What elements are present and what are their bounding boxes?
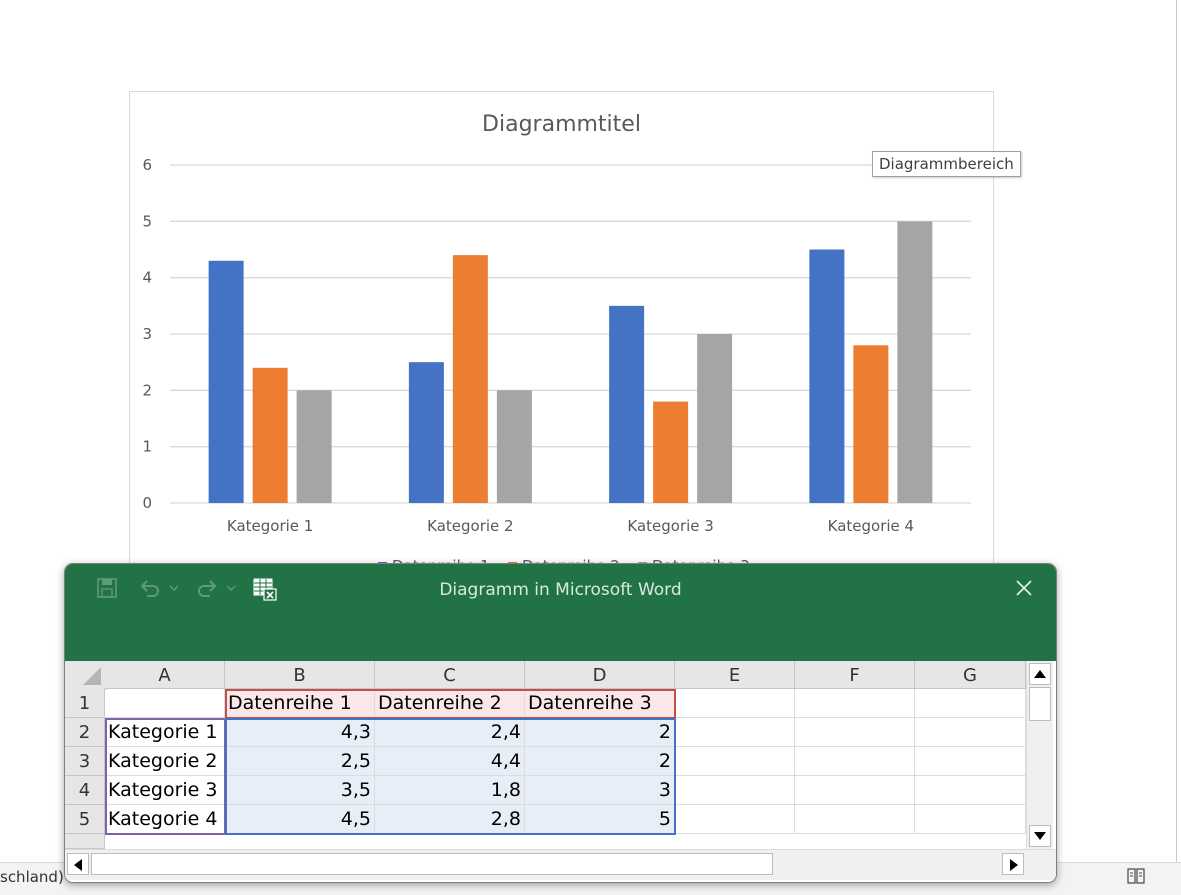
cell-b1[interactable]: Datenreihe 1 [225, 689, 375, 718]
chart-title[interactable]: Diagrammtitel [482, 112, 641, 137]
bar[interactable] [697, 334, 733, 503]
save-icon[interactable] [97, 578, 117, 598]
vertical-scroll-thumb[interactable] [1029, 687, 1051, 721]
cell-d4[interactable]: 3 [525, 776, 675, 805]
row-header-1[interactable]: 1 [65, 689, 105, 718]
select-all-corner[interactable] [65, 661, 106, 690]
cell-f2[interactable] [795, 718, 915, 747]
undo-dropdown-icon[interactable] [169, 584, 179, 592]
cell-g1[interactable] [915, 689, 1026, 718]
read-mode-icon[interactable] [1126, 866, 1146, 886]
undo-icon[interactable] [139, 578, 161, 598]
y-tick-label[interactable]: 5 [142, 212, 152, 230]
y-tick-label[interactable]: 4 [142, 269, 152, 287]
bar[interactable] [452, 255, 488, 503]
bar[interactable] [609, 305, 645, 503]
chart-area[interactable]: Diagrammtitel 0 1 2 3 4 5 6 Kategorie 1 Kategori… [129, 91, 994, 583]
bar[interactable] [252, 367, 288, 503]
cell-b4[interactable]: 3,5 [225, 776, 375, 805]
cell-f5[interactable] [795, 805, 915, 834]
cell-e4[interactable] [675, 776, 795, 805]
spreadsheet-grid[interactable]: A B C D E F G 1 2 3 4 5 Datenreihe 1 Dat… [65, 661, 1056, 882]
bar[interactable] [897, 221, 933, 504]
status-language[interactable]: schland) [0, 868, 64, 886]
column-header-d[interactable]: D [525, 661, 675, 689]
cell-e3[interactable] [675, 747, 795, 776]
cell-e2[interactable] [675, 718, 795, 747]
cell-c3[interactable]: 4,4 [375, 747, 525, 776]
cell-g4[interactable] [915, 776, 1026, 805]
cell-d5[interactable]: 5 [525, 805, 675, 834]
excel-data-window[interactable]: Diagramm in Microsoft Word A B C D E F G… [64, 563, 1057, 883]
cell-f1[interactable] [795, 689, 915, 718]
row-header-4[interactable]: 4 [65, 776, 105, 805]
scroll-down-button[interactable] [1029, 825, 1051, 847]
excel-titlebar[interactable]: Diagramm in Microsoft Word [65, 564, 1056, 661]
cell-a3[interactable]: Kategorie 2 [105, 747, 225, 776]
cell-b5[interactable]: 4,5 [225, 805, 375, 834]
bar[interactable] [496, 390, 532, 503]
cell-f4[interactable] [795, 776, 915, 805]
y-tick-label[interactable]: 0 [142, 494, 152, 512]
bar[interactable] [853, 345, 889, 503]
x-tick-label[interactable]: Kategorie 4 [828, 517, 914, 535]
redo-icon[interactable] [196, 578, 218, 598]
cell-c5[interactable]: 2,8 [375, 805, 525, 834]
bar-chart[interactable]: 0 1 2 3 4 5 6 Kategorie 1 Kategorie 2 Kategorie 3… [130, 92, 993, 582]
horizontal-scroll-thumb[interactable] [91, 853, 773, 875]
chart-area-tooltip: Diagrammbereich [872, 151, 1021, 177]
x-tick-label[interactable]: Kategorie 3 [627, 517, 713, 535]
column-header-c[interactable]: C [375, 661, 525, 689]
cell-e1[interactable] [675, 689, 795, 718]
cell-e5[interactable] [675, 805, 795, 834]
bar[interactable] [208, 260, 244, 503]
column-header-a[interactable]: A [105, 661, 225, 689]
cell-g3[interactable] [915, 747, 1026, 776]
x-tick-label[interactable]: Kategorie 2 [427, 517, 513, 535]
scroll-left-button[interactable] [67, 853, 89, 875]
cell-d2[interactable]: 2 [525, 718, 675, 747]
bar[interactable] [809, 249, 845, 504]
cell-d1[interactable]: Datenreihe 3 [525, 689, 675, 718]
y-tick-label[interactable]: 6 [142, 156, 152, 174]
scroll-right-button[interactable] [1002, 853, 1024, 875]
horizontal-scrollbar[interactable] [65, 849, 1056, 880]
row-header-2[interactable]: 2 [65, 718, 105, 747]
redo-dropdown-icon[interactable] [226, 584, 236, 592]
cell-b3[interactable]: 2,5 [225, 747, 375, 776]
bar[interactable] [653, 401, 689, 503]
x-tick-label[interactable]: Kategorie 1 [227, 517, 313, 535]
cell-f3[interactable] [795, 747, 915, 776]
bar[interactable] [296, 390, 332, 503]
y-tick-label[interactable]: 2 [142, 381, 152, 399]
scroll-up-button[interactable] [1029, 663, 1051, 685]
bar[interactable] [408, 362, 444, 503]
cell-a4[interactable]: Kategorie 3 [105, 776, 225, 805]
cell-a5[interactable]: Kategorie 4 [105, 805, 225, 834]
cell-c1[interactable]: Datenreihe 2 [375, 689, 525, 718]
column-header-f[interactable]: F [795, 661, 915, 689]
column-header-g[interactable]: G [915, 661, 1026, 689]
close-icon[interactable] [1012, 576, 1036, 600]
row-header-5[interactable]: 5 [65, 805, 105, 834]
y-tick-label[interactable]: 3 [142, 325, 152, 343]
page-edge [1176, 0, 1177, 862]
cell-g2[interactable] [915, 718, 1026, 747]
vertical-scrollbar[interactable] [1026, 661, 1053, 849]
column-header-e[interactable]: E [675, 661, 795, 689]
cell-g5[interactable] [915, 805, 1026, 834]
cell-c4[interactable]: 1,8 [375, 776, 525, 805]
column-header-b[interactable]: B [225, 661, 375, 689]
cell-a2[interactable]: Kategorie 1 [105, 718, 225, 747]
cell-a1[interactable] [105, 689, 225, 718]
y-tick-label[interactable]: 1 [142, 438, 152, 456]
cell-b2[interactable]: 4,3 [225, 718, 375, 747]
cell-c2[interactable]: 2,4 [375, 718, 525, 747]
window-title: Diagramm in Microsoft Word [439, 580, 682, 600]
cell-d3[interactable]: 2 [525, 747, 675, 776]
edit-data-in-excel-icon[interactable] [253, 577, 277, 601]
row-header-6[interactable] [65, 834, 105, 849]
row-header-3[interactable]: 3 [65, 747, 105, 776]
